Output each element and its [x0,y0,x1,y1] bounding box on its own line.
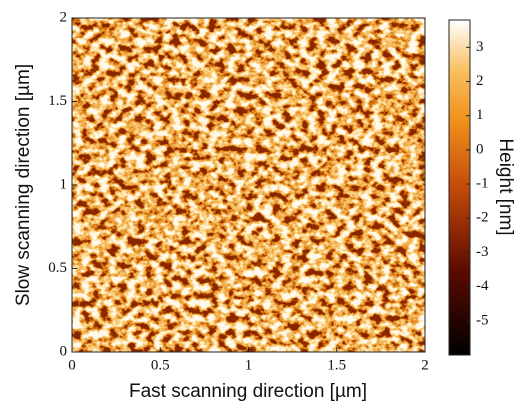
colorbar-tick-label: -3 [476,244,489,260]
y-tick-label: 2 [60,9,68,25]
colorbar-tick-label: -4 [476,278,489,294]
y-tick-label: 1.5 [48,93,67,109]
y-tick-label: 0.5 [48,260,67,276]
x-tick-label: 2 [421,357,429,373]
y-tick-label: 1 [60,176,68,192]
y-tick-label: 0 [60,343,68,359]
x-tick-label: 1.5 [327,357,346,373]
colorbar-tick-label: -1 [476,176,489,192]
x-tick-label: 0 [68,357,76,373]
colorbar-tick-label: 2 [476,73,484,89]
colorbar-label: Height [nm] [495,138,516,235]
height-map [72,18,425,352]
colorbar-tick-label: -5 [476,312,489,328]
colorbar-tick-label: -2 [476,210,489,226]
colorbar-tick-label: 0 [476,141,484,157]
x-tick-label: 0.5 [151,357,170,373]
colorbar [448,19,471,356]
y-axis-label: Slow scanning direction [µm] [13,64,34,306]
x-axis-label: Fast scanning direction [µm] [129,381,367,402]
colorbar-tick-label: 1 [476,107,484,123]
x-tick-label: 1 [245,357,253,373]
colorbar-tick-label: 3 [476,39,484,55]
